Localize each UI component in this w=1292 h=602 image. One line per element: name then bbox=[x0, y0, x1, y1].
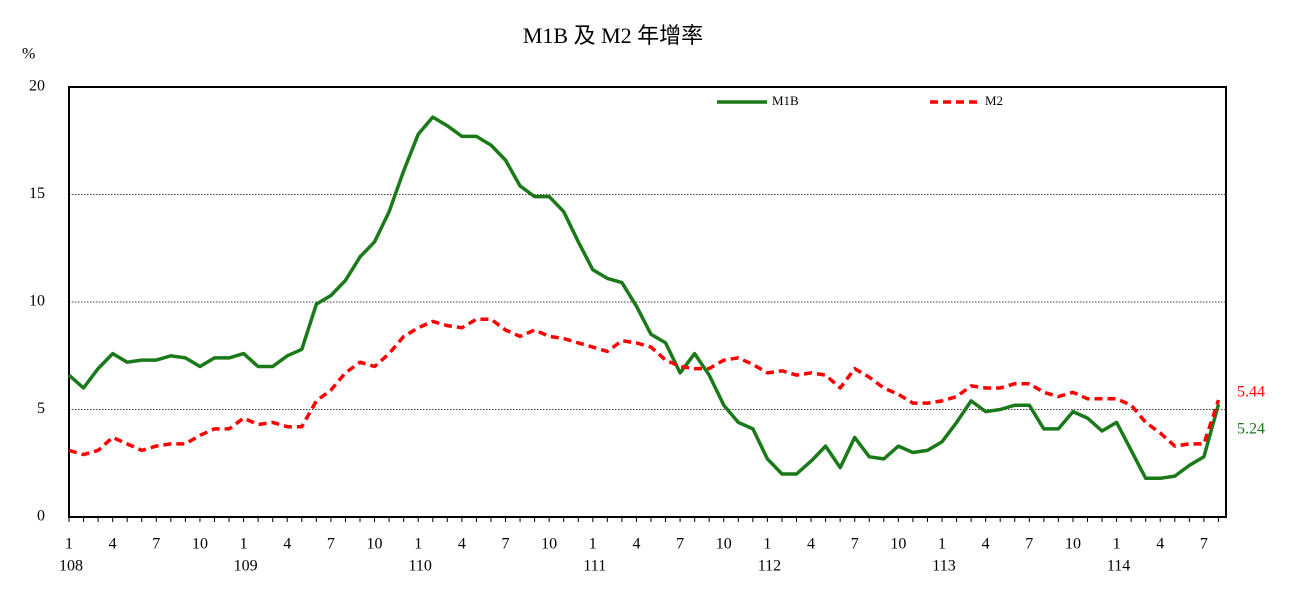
x-tick-label: 7 bbox=[1200, 536, 1208, 553]
x-tick-label: 7 bbox=[327, 536, 335, 553]
year-label: 108 bbox=[59, 558, 83, 575]
year-label: 110 bbox=[408, 558, 431, 575]
chart-title: M1B 及 M2 年增率 bbox=[523, 23, 703, 48]
x-tick-label: 10 bbox=[541, 536, 557, 553]
y-axis-label: % bbox=[22, 46, 35, 63]
year-label: 113 bbox=[932, 558, 955, 575]
x-tick-label: 10 bbox=[716, 536, 732, 553]
x-tick-label: 10 bbox=[890, 536, 906, 553]
x-tick-label: 4 bbox=[458, 536, 466, 553]
x-tick-label: 7 bbox=[502, 536, 510, 553]
x-tick-label: 4 bbox=[283, 536, 291, 553]
year-label: 111 bbox=[583, 558, 606, 575]
end-label: 5.24 bbox=[1237, 421, 1265, 438]
plot-frame bbox=[68, 86, 1227, 518]
x-tick-label: 4 bbox=[1156, 536, 1164, 553]
x-tick-label: 4 bbox=[632, 536, 640, 553]
x-tick-label: 10 bbox=[1065, 536, 1081, 553]
y-tick-label: 20 bbox=[29, 78, 45, 95]
legend-label: M2 bbox=[985, 93, 1003, 108]
y-tick-label: 5 bbox=[37, 400, 45, 417]
x-tick-label: 1 bbox=[240, 536, 248, 553]
x-tick-label: 10 bbox=[192, 536, 208, 553]
x-tick-label: 7 bbox=[851, 536, 859, 553]
x-tick-label: 4 bbox=[807, 536, 815, 553]
year-label: 114 bbox=[1107, 558, 1130, 575]
x-tick-label: 4 bbox=[982, 536, 990, 553]
x-tick-label: 1 bbox=[589, 536, 597, 553]
x-tick-label: 1 bbox=[1113, 536, 1121, 553]
x-tick-label: 7 bbox=[676, 536, 684, 553]
x-tick-label: 7 bbox=[1025, 536, 1033, 553]
end-label: 5.44 bbox=[1237, 384, 1265, 401]
y-tick-label: 15 bbox=[29, 185, 45, 202]
x-tick-label: 4 bbox=[109, 536, 117, 553]
series-line bbox=[67, 115, 1221, 481]
legend-label: M1B bbox=[772, 93, 799, 108]
x-tick-label: 10 bbox=[367, 536, 383, 553]
x-tick-label: 1 bbox=[763, 536, 771, 553]
x-tick-label: 1 bbox=[65, 536, 73, 553]
x-tick-label: 7 bbox=[152, 536, 160, 553]
y-tick-label: 0 bbox=[37, 508, 45, 525]
x-tick-label: 1 bbox=[938, 536, 946, 553]
year-label: 112 bbox=[758, 558, 781, 575]
year-label: 109 bbox=[234, 558, 258, 575]
y-tick-label: 10 bbox=[29, 293, 45, 310]
series-line bbox=[68, 317, 1221, 457]
x-tick-label: 1 bbox=[414, 536, 422, 553]
